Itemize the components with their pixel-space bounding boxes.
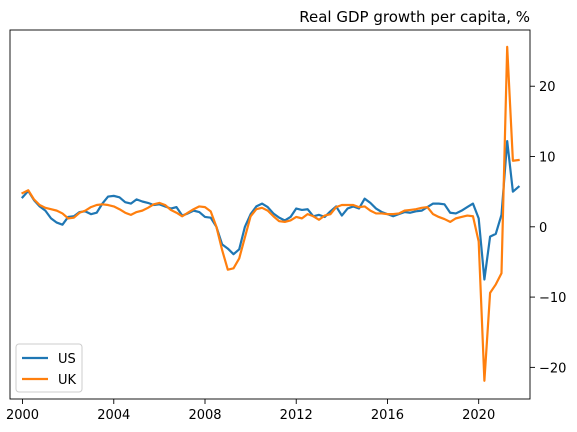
series-line-uk [21,45,520,382]
plot-area [9,29,531,400]
x-tick-label: 2000 [6,408,39,423]
legend: US UK [15,343,83,393]
y-tick-label: −10 [539,291,566,306]
legend-label-us: US [58,352,76,367]
y-tick-label: 0 [539,221,547,236]
x-tick-label: 2012 [280,408,313,423]
x-tick-label: 2004 [97,408,130,423]
y-tick-label: 10 [539,151,556,166]
x-tick-label: 2016 [371,408,404,423]
axes: 2000 2004 2008 2012 2016 2020 −20 −10 0 10 20 [6,80,566,423]
y-tick-label: −20 [539,361,566,376]
y-tick-label: 20 [539,80,556,95]
plot-frame [9,29,531,400]
series-layer [20,45,521,382]
chart-title: Real GDP growth per capita, % [299,8,530,26]
legend-label-uk: UK [58,373,77,388]
series-line-us [20,139,521,281]
x-tick-label: 2020 [462,408,495,423]
x-tick-label: 2008 [188,408,221,423]
